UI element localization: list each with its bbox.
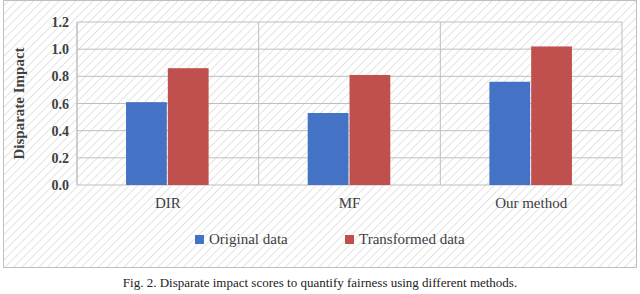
x-tick-label: MF [339,195,361,211]
x-tick-label: DIR [155,195,181,211]
bars [126,46,572,185]
bar [126,102,167,185]
legend-swatch [345,235,354,244]
legend-swatch [195,235,204,244]
category-separator [622,22,623,185]
caption: Fig. 2. Disparate impact scores to quant… [123,275,517,290]
y-tick-label: 0.8 [52,69,70,84]
bar [531,46,572,185]
y-tick-label: 0.0 [52,178,70,193]
legend-label: Original data [209,231,288,247]
category-separator [258,22,259,185]
y-tick-label: 1.2 [52,15,70,30]
bar [489,82,530,185]
bar [350,75,391,185]
y-tick-label: 0.4 [52,124,70,139]
y-axis-label: Disparate Impact [11,47,27,159]
bar [168,68,209,185]
x-tick-label: Our method [495,195,568,211]
grid-line [77,22,622,23]
y-tick-label: 1.0 [52,42,70,57]
chart-container: 0.0 0.2 0.4 0.6 0.8 1.0 1.2 DIR MF Our method Disp… [0,0,640,294]
category-separator [77,22,78,185]
chart-svg: 0.0 0.2 0.4 0.6 0.8 1.0 1.2 DIR MF Our method Disp… [0,0,640,294]
y-axis-line [77,22,78,185]
chart-frame [4,1,637,268]
y-tick-label: 0.2 [52,151,70,166]
category-separator [440,22,441,185]
bar [308,113,349,185]
y-tick-label: 0.6 [52,97,70,112]
legend-label: Transformed data [359,231,465,247]
